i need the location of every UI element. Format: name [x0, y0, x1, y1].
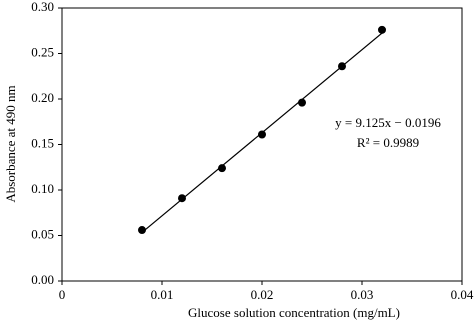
y-tick-label: 0.05: [31, 226, 54, 241]
data-point: [298, 98, 306, 107]
data-point: [258, 130, 266, 139]
data-point: [338, 62, 346, 71]
x-tick-label: 0: [59, 287, 66, 302]
fit-annotation: y = 9.125x − 0.0196: [335, 115, 441, 130]
y-tick-label: 0.00: [31, 272, 54, 287]
y-tick-label: 0.15: [31, 135, 54, 150]
y-tick-label: 0.10: [31, 181, 54, 196]
data-point: [378, 25, 386, 34]
fit-annotation: R² = 0.9989: [357, 135, 419, 150]
y-tick-label: 0.25: [31, 44, 54, 59]
x-tick-label: 0.02: [251, 287, 274, 302]
y-axis-label: Absorbance at 490 nm: [3, 85, 18, 202]
x-axis-label: Glucose solution concentration (mg/mL): [188, 305, 400, 320]
x-tick-label: 0.03: [351, 287, 374, 302]
x-tick-label: 0.01: [151, 287, 174, 302]
data-point: [178, 194, 186, 203]
y-tick-label: 0.20: [31, 90, 54, 105]
data-point: [138, 226, 146, 235]
data-point: [218, 164, 226, 173]
y-tick-label: 0.30: [31, 0, 54, 14]
x-tick-label: 0.04: [451, 287, 474, 302]
